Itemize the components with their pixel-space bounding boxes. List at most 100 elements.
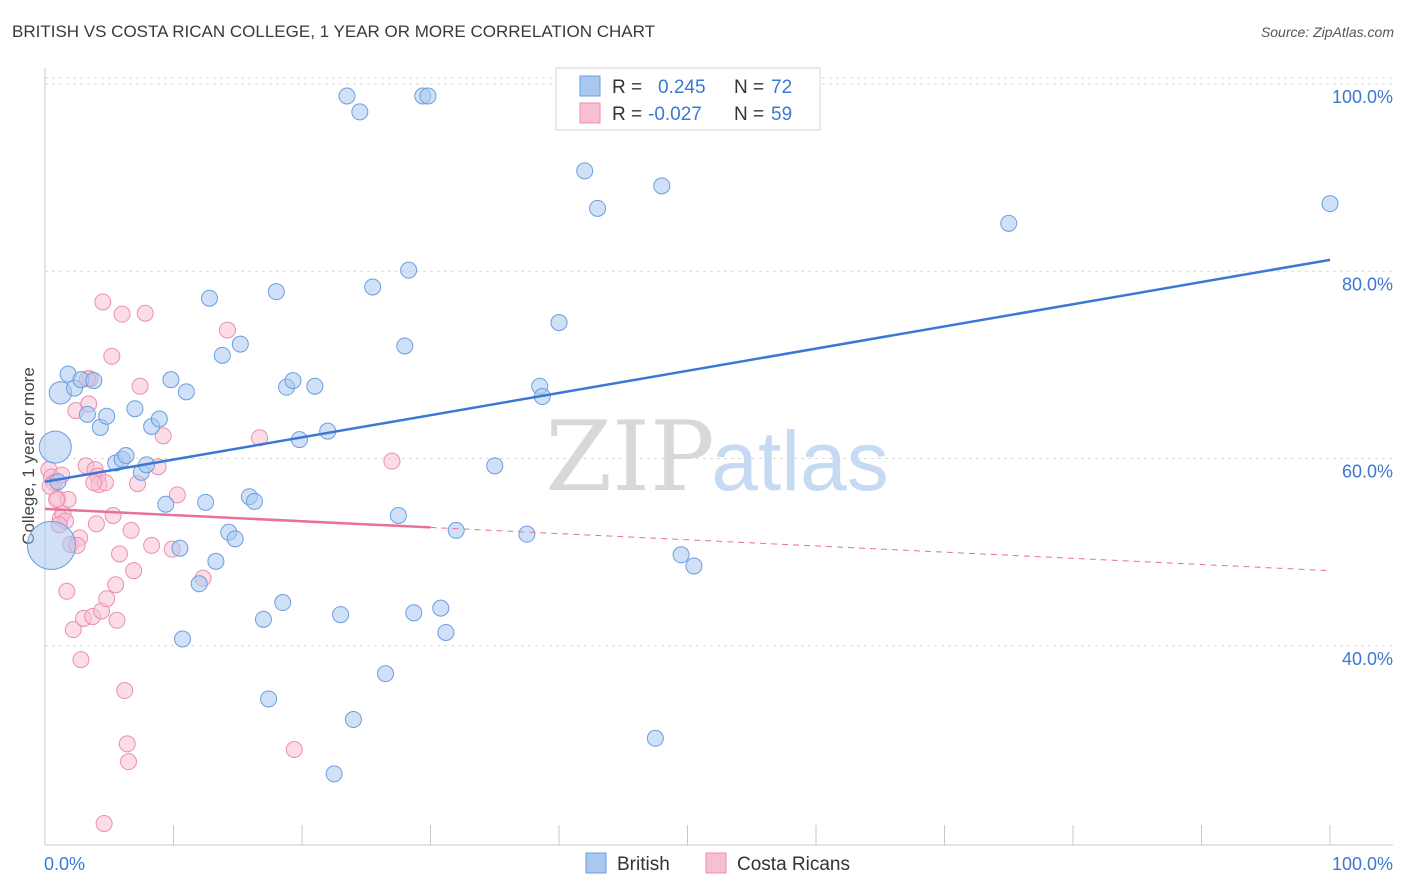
costa-ricans-trend-extension [430,526,1331,572]
british-point-66 [653,177,671,195]
british-point-49 [389,506,407,524]
axes [44,68,1393,846]
legend-r-value-1: 0.245 [658,77,706,98]
british-point-42 [325,765,343,783]
legend-r-value-2: -0.027 [648,104,702,125]
british-point-55 [432,599,450,617]
y-tick-labels: 100.0% 80.0% 60.0% 40.0% [1332,87,1393,669]
british-point-48 [377,665,395,683]
british-point-23 [190,575,208,593]
y-tick-label-3: 40.0% [1342,649,1393,669]
correlation-legend: R = 0.245 N = 72 R = -0.027 N = 59 [555,67,821,131]
british-points [26,87,1339,783]
bottom-legend-swatch-costa-ricans [705,852,727,874]
costa-ricans-point-39 [131,377,149,395]
british-point-20 [171,539,189,557]
legend-r-label-2: R = [612,104,642,125]
costa-ricans-point-34 [118,735,136,753]
british-point-43 [332,606,350,624]
british-point-24 [197,493,215,511]
x-tick-label-min: 0.0% [44,854,85,874]
bottom-legend-swatch-british [585,852,607,874]
costa-ricans-point-47 [218,321,236,339]
british-point-59 [518,525,536,543]
british-point-44 [338,87,356,105]
british-point-12 [117,447,135,465]
british-point-68 [685,557,703,575]
british-point-54 [419,87,437,105]
costa-ricans-point-49 [285,741,303,759]
british-point-34 [260,690,278,708]
legend-n-label-1: N = [734,77,764,98]
british-point-51 [400,261,418,279]
british-point-19 [162,371,180,389]
british-point-1 [38,430,72,464]
costa-ricans-point-20 [87,515,105,533]
british-point-13 [126,400,144,418]
british-point-70 [1321,195,1339,213]
chart-title: BRITISH VS COSTA RICAN COLLEGE, 1 YEAR O… [12,22,655,41]
british-point-65 [646,729,664,747]
british-trend-line [44,258,1331,483]
costa-ricans-point-43 [154,427,172,445]
british-point-35 [267,283,285,301]
british-point-17 [150,410,168,428]
costa-ricans-point-33 [116,682,134,700]
british-point-26 [207,552,225,570]
legend-n-value-1: 72 [771,77,792,98]
british-point-21 [173,630,191,648]
costa-ricans-point-13 [72,651,90,669]
british-point-9 [98,407,116,425]
costa-ricans-point-32 [113,305,131,323]
legend-n-value-2: 59 [771,104,792,125]
costa-ricans-point-30 [108,611,126,629]
watermark-zip: ZIP [545,401,714,513]
costa-ricans-point-35 [120,753,138,771]
british-point-57 [447,521,465,539]
costa-ricans-point-40 [136,304,154,322]
british-point-47 [364,278,382,296]
costa-ricans-point-36 [122,521,140,539]
costa-ricans-point-9 [58,582,76,600]
y-tick-label-1: 80.0% [1342,274,1393,294]
watermark-atlas: atlas [711,414,888,508]
british-point-46 [351,103,369,121]
y-tick-label-2: 60.0% [1342,462,1393,482]
british-point-40 [306,377,324,395]
british-point-69 [1000,214,1018,232]
costa-ricans-point-37 [125,562,143,580]
costa-ricans-point-24 [94,293,112,311]
british-point-36 [274,594,292,612]
costa-ricans-point-45 [168,486,186,504]
gridlines [45,77,1393,647]
british-point-56 [437,623,455,641]
costa-ricans-point-57 [85,474,103,492]
british-point-30 [231,335,249,353]
british-point-58 [486,457,504,475]
legend-r-label-1: R = [612,77,642,98]
british-point-7 [85,372,103,390]
costa-ricans-point-56 [48,491,66,509]
british-point-0 [26,520,76,570]
costa-ricans-point-26 [98,590,116,608]
british-point-22 [177,383,195,401]
costa-ricans-point-29 [107,576,125,594]
costa-ricans-point-27 [103,347,121,365]
british-point-63 [576,162,594,180]
series-legend: British Costa Ricans [585,852,850,875]
british-point-64 [589,199,607,217]
x-tick-label-max: 100.0% [1332,854,1393,874]
legend-swatch-costa-ricans [579,102,601,124]
trend-lines [44,258,1331,572]
bottom-legend-costa-ricans: Costa Ricans [737,854,850,875]
costa-ricans-point-51 [95,814,113,832]
source-label: Source: ZipAtlas.com [1260,24,1394,40]
british-point-18 [157,495,175,513]
british-point-38 [284,372,302,390]
costa-ricans-point-28 [104,506,122,524]
y-tick-label-0: 100.0% [1332,87,1393,107]
costa-ricans-point-41 [143,536,161,554]
costa-ricans-point-10 [64,621,82,639]
costa-ricans-trend-line [44,507,431,529]
